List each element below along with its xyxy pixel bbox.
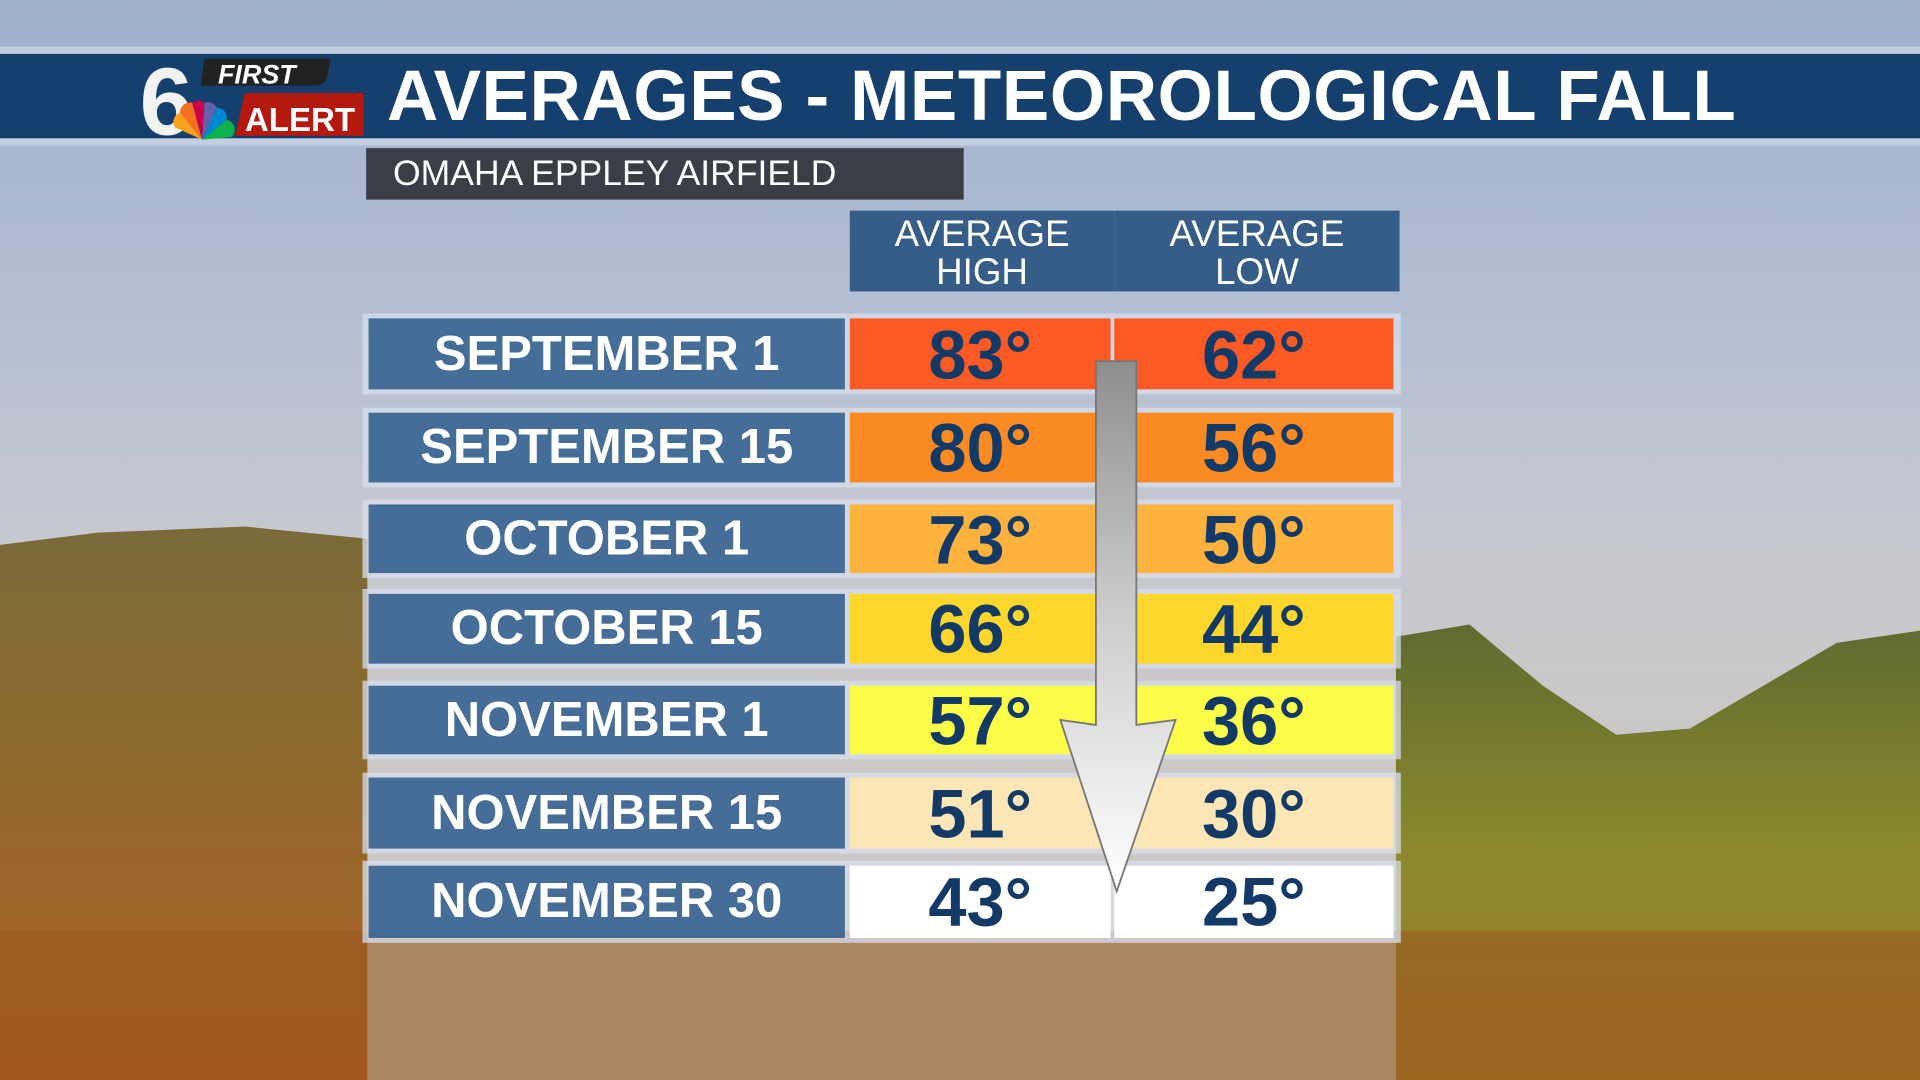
row-date: OCTOBER 1	[368, 504, 845, 574]
table-row: NOVEMBER 30 43° 25°	[362, 860, 1401, 943]
banner-top-line	[0, 46, 1920, 54]
peacock-icon	[173, 100, 235, 140]
average-low-value: 56°	[1114, 409, 1394, 486]
row-date: NOVEMBER 1	[368, 685, 845, 755]
banner-bottom-line	[0, 138, 1920, 146]
average-high-value: 43°	[849, 863, 1111, 940]
average-low-value: 25°	[1114, 863, 1394, 940]
average-high-value: 51°	[849, 774, 1111, 852]
average-high-value: 83°	[849, 315, 1111, 392]
first-alert-logo: 6 FIRST ALERT	[140, 54, 364, 142]
location-label: OMAHA EPPLEY AIRFIELD	[366, 148, 964, 200]
table-row: OCTOBER 1 73° 50°	[362, 499, 1401, 578]
average-low-value: 36°	[1114, 681, 1394, 759]
average-high-value: 73°	[849, 500, 1111, 577]
row-date: OCTOBER 15	[368, 593, 845, 664]
header-line: HIGH	[936, 252, 1028, 293]
row-date: SEPTEMBER 1	[368, 318, 845, 390]
average-high-value: 66°	[849, 590, 1111, 667]
average-high-value: 80°	[849, 409, 1111, 486]
logo-alert: ALERT	[245, 102, 355, 139]
table-row: NOVEMBER 15 51° 30°	[362, 772, 1401, 854]
table-row: OCTOBER 15 66° 44°	[362, 588, 1401, 669]
row-date: NOVEMBER 30	[368, 865, 845, 938]
table-row: SEPTEMBER 1 83° 62°	[362, 313, 1401, 395]
logo-first: FIRST	[218, 59, 298, 89]
table-row: NOVEMBER 1 57° 36°	[362, 680, 1401, 760]
header-line: AVERAGE	[894, 214, 1070, 255]
average-low-value: 50°	[1114, 500, 1394, 577]
page-title: AVERAGES - METEOROLOGICAL FALL	[386, 56, 1737, 136]
average-high-value: 57°	[849, 681, 1111, 759]
column-header-average-high: AVERAGE HIGH	[849, 210, 1115, 293]
row-date: NOVEMBER 15	[368, 777, 845, 849]
average-low-value: 44°	[1114, 590, 1394, 667]
average-low-value: 62°	[1114, 315, 1394, 392]
average-low-value: 30°	[1114, 774, 1394, 852]
column-header-average-low: AVERAGE LOW	[1114, 210, 1400, 293]
header-line: LOW	[1215, 252, 1299, 293]
row-date: SEPTEMBER 15	[368, 412, 845, 483]
header-line: AVERAGE	[1169, 214, 1345, 255]
table-row: SEPTEMBER 15 80° 56°	[362, 407, 1401, 488]
